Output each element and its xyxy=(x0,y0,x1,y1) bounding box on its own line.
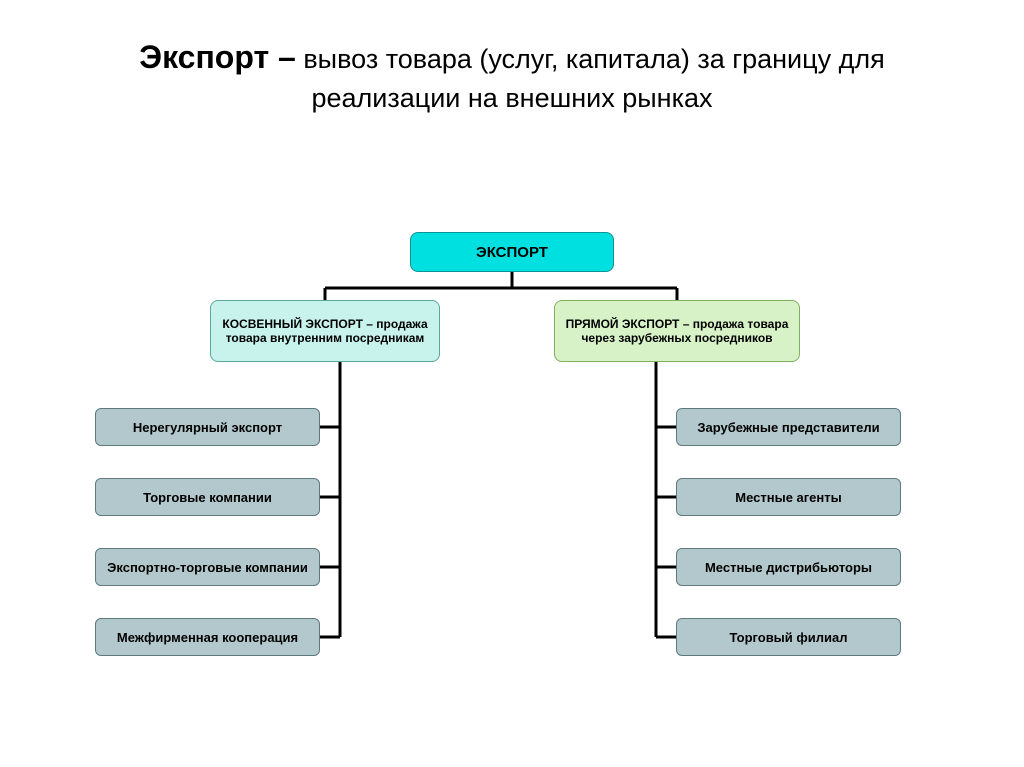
left-leaf-1: Торговые компании xyxy=(95,478,320,516)
left-leaf-2: Экспортно-торговые компании xyxy=(95,548,320,586)
right-leaf-3: Торговый филиал xyxy=(676,618,901,656)
right-leaf-0: Зарубежные представители xyxy=(676,408,901,446)
left-leaf-0: Нерегулярный экспорт xyxy=(95,408,320,446)
branch-node-0: КОСВЕННЫЙ ЭКСПОРТ – продажа товара внутр… xyxy=(210,300,440,362)
org-chart: ЭКСПОРТ КОСВЕННЫЙ ЭКСПОРТ – продажа товар… xyxy=(0,0,1024,767)
root-node: ЭКСПОРТ xyxy=(410,232,614,272)
right-leaf-1: Местные агенты xyxy=(676,478,901,516)
right-leaf-2: Местные дистрибьюторы xyxy=(676,548,901,586)
left-leaf-3: Межфирменная кооперация xyxy=(95,618,320,656)
branch-node-1: ПРЯМОЙ ЭКСПОРТ – продажа товара через за… xyxy=(554,300,800,362)
